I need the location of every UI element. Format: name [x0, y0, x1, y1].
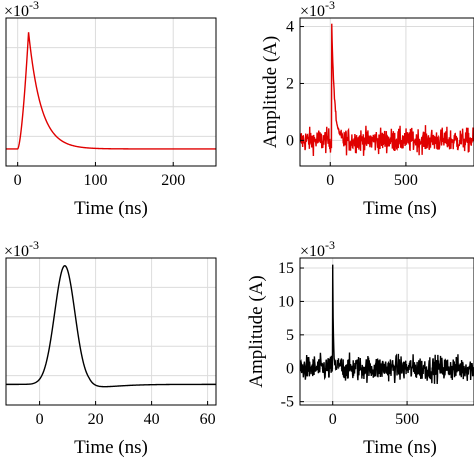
series-line	[6, 32, 216, 150]
x-tick-label: 500	[395, 411, 419, 428]
plot-frame	[5, 17, 217, 167]
axis-exponent: ×10-3	[4, 0, 39, 20]
y-tick-label: 4	[286, 19, 294, 36]
x-tick-label: 200	[161, 172, 185, 189]
axis-exponent: ×10-3	[300, 0, 335, 20]
x-axis-label: Time (ns)	[74, 198, 148, 219]
x-axis-label: Time (ns)	[74, 437, 148, 458]
panel-tl: 0 100 200 Time (ns) ×10-3	[4, 0, 217, 219]
y-tick-label: 10	[278, 293, 294, 310]
y-axis-label: Amplitude (A)	[260, 36, 281, 148]
y-tick-label: 15	[278, 260, 294, 277]
plot-frame	[299, 17, 474, 167]
plot-frame	[5, 257, 217, 406]
y-tick-label: 5	[286, 327, 294, 344]
series-line	[6, 264, 216, 388]
y-tick-label: -5	[281, 394, 294, 411]
x-tick-label: 500	[394, 172, 418, 189]
x-tick-label: 0	[326, 172, 334, 189]
x-tick-label: 0	[329, 411, 337, 428]
panel-bl: 0 20 40 60 Time (ns) ×10-3	[4, 238, 217, 458]
y-tick-label: 2	[286, 75, 294, 92]
y-tick-label: 0	[286, 360, 294, 377]
y-axis-label: Amplitude (A)	[246, 275, 267, 387]
panel-tr: 0 500 0 2 4 Time (ns) Amplitude (A) ×10-3	[260, 0, 474, 219]
x-tick-label: 100	[83, 172, 107, 189]
y-tick-label: 0	[286, 132, 294, 149]
plot-frame	[299, 257, 474, 406]
axis-exponent: ×10-3	[300, 238, 335, 260]
series-line	[300, 264, 474, 385]
x-tick-label: 0	[36, 411, 44, 428]
panel-br: 0 500 -5 0 5 10 15 Time (ns) Amplitude (A) ×10-3	[246, 238, 474, 458]
x-tick-label: 60	[200, 411, 216, 428]
series-line	[300, 23, 474, 157]
axis-exponent: ×10-3	[4, 238, 39, 260]
x-tick-label: 20	[88, 411, 104, 428]
x-tick-label: 40	[144, 411, 160, 428]
x-tick-label: 0	[14, 172, 22, 189]
x-axis-label: Time (ns)	[363, 198, 437, 219]
x-axis-label: Time (ns)	[363, 437, 437, 458]
